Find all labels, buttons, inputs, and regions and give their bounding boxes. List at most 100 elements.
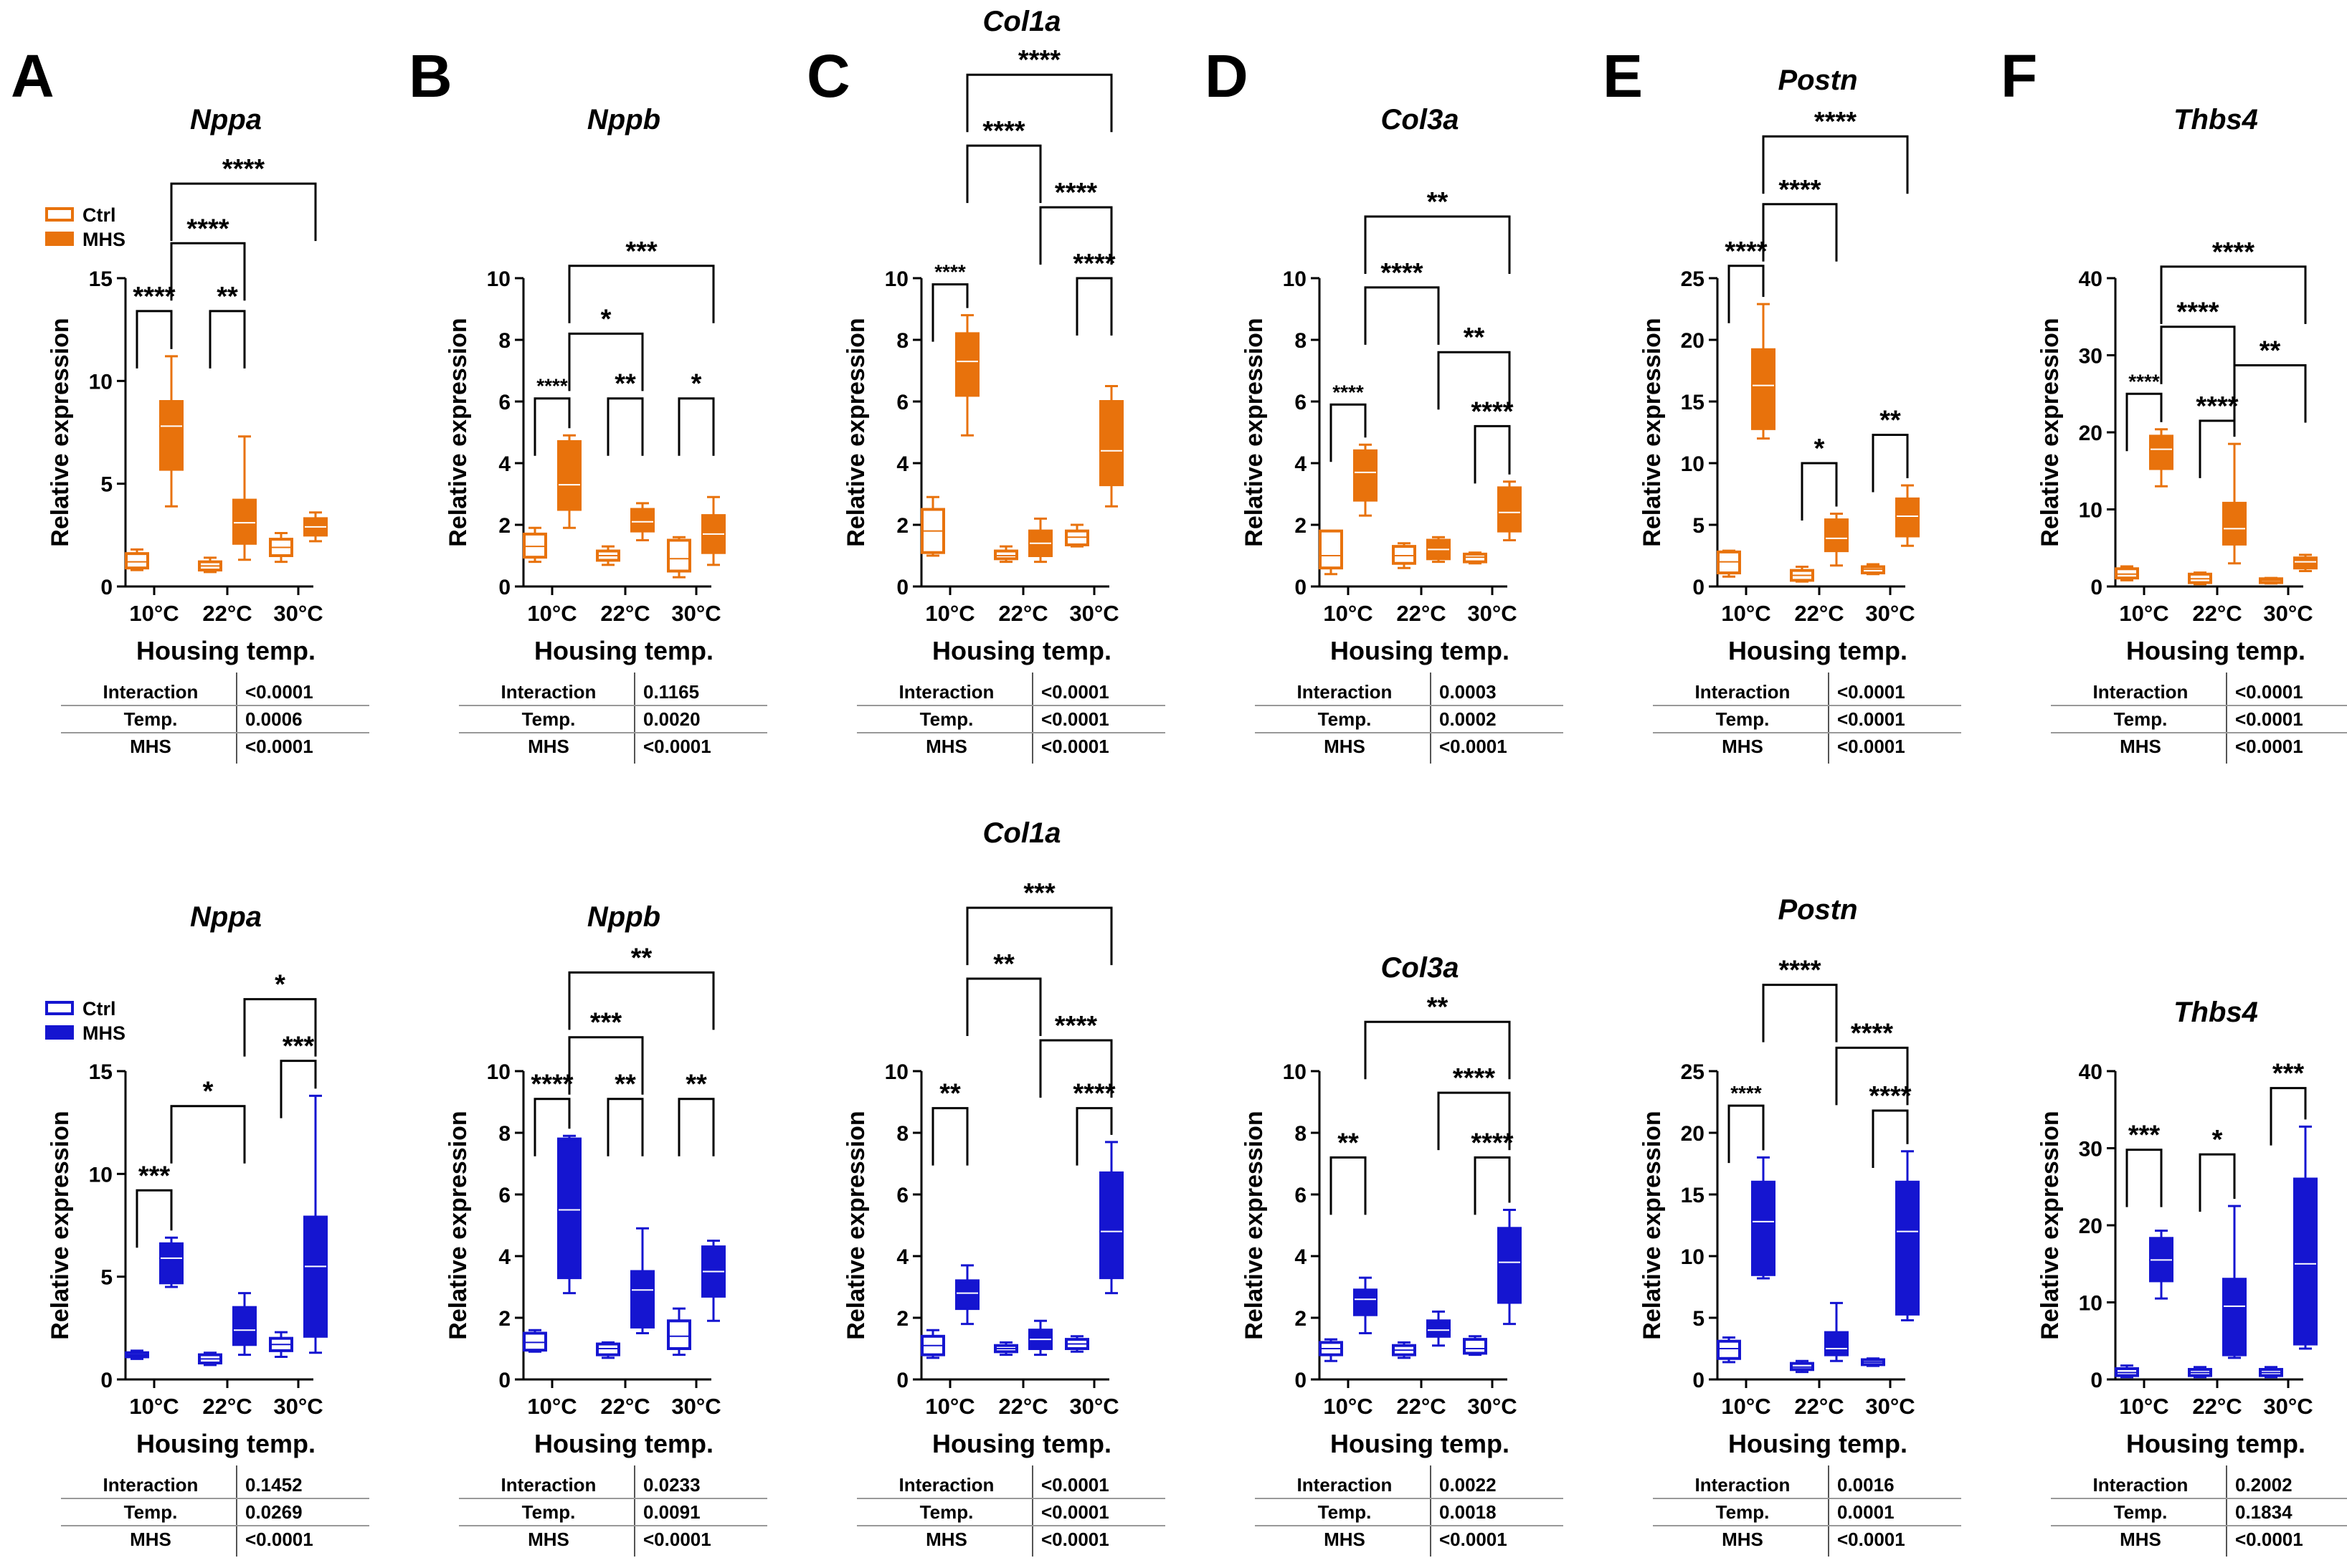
y-tick-label: 10 bbox=[487, 1060, 511, 1084]
significance-bracket: ** bbox=[568, 943, 715, 1030]
table-row-label: Interaction bbox=[2093, 681, 2189, 703]
bracket-line bbox=[170, 182, 317, 242]
y-axis-label: Relative expression bbox=[2037, 1111, 2064, 1339]
box-iqr bbox=[1497, 486, 1522, 533]
box-iqr bbox=[667, 1319, 691, 1351]
chart-panel-F: F Thbs4 0 10 20 30 40 Relative expression 10°C 22… bbox=[2001, 42, 2347, 764]
bracket-line bbox=[931, 283, 969, 342]
box-iqr bbox=[1895, 1180, 1920, 1316]
chart-title: Nppa bbox=[190, 104, 262, 136]
table-row-label: MHS bbox=[1324, 736, 1365, 757]
x-tick-label: 10°C bbox=[1323, 1394, 1372, 1419]
box-ctrl-0 bbox=[2115, 1364, 2139, 1379]
box-iqr bbox=[1751, 348, 1775, 430]
x-tick-label: 10°C bbox=[1721, 1394, 1770, 1419]
box-ctrl-2 bbox=[2259, 576, 2283, 585]
significance-bracket: * bbox=[1801, 434, 1838, 521]
significance-stars: * bbox=[2212, 1125, 2223, 1155]
significance-bracket: **** bbox=[931, 261, 969, 342]
x-tick-label: 30°C bbox=[2263, 1394, 2313, 1419]
box-mhs-0 bbox=[1751, 1156, 1775, 1280]
significance-bracket: **** bbox=[1329, 381, 1367, 462]
table-row-label: Interaction bbox=[501, 681, 597, 703]
box-iqr bbox=[1353, 449, 1378, 502]
x-tick-label: 30°C bbox=[671, 1394, 721, 1419]
box-iqr bbox=[1717, 1339, 1741, 1360]
significance-stars: ** bbox=[1427, 992, 1448, 1022]
table-row-label: MHS bbox=[2120, 736, 2161, 757]
chart-panel-A: A Nppa 0 5 10 15 Relative expression 10°C 22°C 30… bbox=[11, 42, 369, 764]
box-ctrl-0 bbox=[2115, 565, 2139, 581]
box-ctrl-1 bbox=[1790, 1359, 1814, 1374]
bracket-line bbox=[1474, 424, 1511, 484]
bracket-line bbox=[568, 971, 715, 1030]
table-row-value: <0.0001 bbox=[1837, 681, 1905, 703]
significance-bracket: *** bbox=[2125, 1121, 2163, 1207]
y-tick-label: 30 bbox=[2079, 1138, 2102, 1161]
box-mhs-1 bbox=[2222, 1204, 2247, 1359]
significance-stars: **** bbox=[1851, 1018, 1893, 1048]
box-mhs-1 bbox=[1426, 1310, 1451, 1347]
table-row-value: <0.0001 bbox=[1041, 1501, 1109, 1523]
y-tick-label: 4 bbox=[1294, 1245, 1307, 1269]
stats-table: Interaction <0.0001 Temp. 0.0006 MHS <0.0001 bbox=[61, 673, 369, 764]
bracket-line bbox=[2125, 392, 2163, 452]
significance-bracket: *** bbox=[568, 1008, 644, 1095]
table-row-value: <0.0001 bbox=[643, 1529, 711, 1550]
y-tick-label: 6 bbox=[896, 391, 909, 414]
table-row-value: 0.0006 bbox=[245, 708, 303, 730]
y-tick-label: 15 bbox=[1681, 391, 1704, 414]
box-mhs-0 bbox=[955, 1264, 980, 1326]
significance-bracket: **** bbox=[1471, 396, 1514, 484]
y-tick-label: 8 bbox=[896, 329, 909, 353]
box-iqr bbox=[2115, 567, 2139, 580]
significance-bracket: ** bbox=[966, 949, 1042, 1036]
y-axis-label: Relative expression bbox=[843, 318, 870, 546]
legend-swatch bbox=[45, 207, 74, 222]
significance-bracket: * bbox=[243, 970, 317, 1057]
box-ctrl-0 bbox=[1717, 1336, 1741, 1364]
x-axis-label: Housing temp. bbox=[1728, 636, 1907, 665]
significance-bracket: **** bbox=[1039, 178, 1113, 265]
box-mhs-2 bbox=[1497, 480, 1522, 541]
box-iqr bbox=[232, 1306, 257, 1346]
table-row-label: Interaction bbox=[2093, 1474, 2189, 1496]
box-mhs-0 bbox=[159, 1236, 184, 1288]
y-tick-label: 10 bbox=[89, 370, 113, 394]
y-tick-label: 0 bbox=[896, 1369, 909, 1392]
x-axis-label: Housing temp. bbox=[136, 636, 316, 665]
box-iqr bbox=[1099, 1171, 1124, 1280]
box-iqr bbox=[1099, 400, 1124, 487]
bracket-line bbox=[2125, 1149, 2163, 1207]
significance-stars: ** bbox=[993, 949, 1015, 979]
table-row-value: <0.0001 bbox=[2235, 1529, 2303, 1550]
table-row-value: <0.0001 bbox=[2235, 681, 2303, 703]
bracket-line bbox=[243, 998, 317, 1057]
significance-stars: **** bbox=[982, 116, 1025, 146]
box-mhs-0 bbox=[557, 434, 582, 529]
box-mhs-1 bbox=[1426, 536, 1451, 564]
table-row-value: <0.0001 bbox=[245, 1529, 313, 1550]
significance-stars: **** bbox=[1814, 107, 1857, 137]
bracket-line bbox=[1364, 1020, 1511, 1080]
bracket-line bbox=[1872, 433, 1909, 493]
box-ctrl-2 bbox=[1065, 523, 1089, 548]
table-row-value: <0.0001 bbox=[2235, 708, 2303, 730]
significance-bracket: **** bbox=[1762, 956, 1838, 1042]
x-tick-label: 10°C bbox=[925, 1394, 975, 1419]
significance-stars: **** bbox=[1730, 1082, 1762, 1104]
box-ctrl-0 bbox=[921, 1329, 945, 1359]
x-tick-label: 22°C bbox=[202, 1394, 252, 1419]
significance-stars: *** bbox=[283, 1032, 315, 1062]
significance-bracket: ** bbox=[931, 1079, 969, 1166]
stats-table: Interaction <0.0001 Temp. <0.0001 MHS <0.0001 bbox=[2051, 673, 2347, 764]
box-mhs-2 bbox=[2293, 1125, 2318, 1350]
box-iqr bbox=[630, 1270, 655, 1329]
box-ctrl-2 bbox=[1463, 1335, 1487, 1356]
table-row-label: Interaction bbox=[1695, 681, 1791, 703]
bracket-line bbox=[1727, 1104, 1765, 1164]
box-mhs-0 bbox=[2149, 428, 2173, 488]
significance-bracket: **** bbox=[170, 214, 246, 301]
box-iqr bbox=[2222, 1278, 2247, 1356]
